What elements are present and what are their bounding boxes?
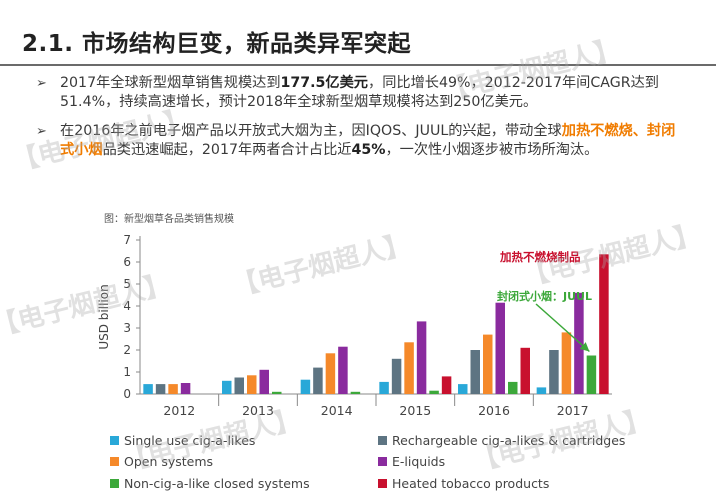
- bar: [536, 387, 547, 394]
- bar: [470, 350, 480, 394]
- legend-swatch: [378, 436, 387, 445]
- bullet-item-2: ➢ 在2016年之前电子烟产品以开放式大烟为主，因IQOS、JUUL的兴起，带动…: [36, 122, 686, 160]
- bullet-list: ➢ 2017年全球新型烟草销售规模达到177.5亿美元，同比增长49%，2012…: [36, 74, 686, 170]
- bar: [338, 346, 348, 394]
- bullet-2-highlight: 加热不燃烧、封闭式小烟: [60, 123, 676, 158]
- y-tick-label: 1: [123, 365, 131, 379]
- bar: [155, 384, 166, 394]
- bar: [259, 369, 269, 394]
- legend-label: Single use cig-a-likes: [124, 433, 255, 448]
- legend-swatch: [110, 436, 119, 445]
- bar: [483, 334, 493, 394]
- legend-label: Open systems: [124, 454, 213, 469]
- bar: [429, 390, 439, 394]
- bar: [168, 384, 178, 394]
- y-tick-label: 6: [123, 255, 131, 269]
- bar: [300, 379, 311, 394]
- annotation-arrow: [535, 303, 590, 353]
- bar: [325, 353, 336, 394]
- x-tick-label: 2015: [399, 403, 431, 418]
- bar: [520, 347, 530, 394]
- bar: [272, 391, 282, 394]
- bar: [222, 380, 232, 394]
- arrow-bullet-icon: ➢: [36, 76, 47, 91]
- x-tick-label: 2014: [321, 403, 353, 418]
- bar: [561, 332, 572, 394]
- bullet-2-text-3: ，一次性小烟逐步被市场所淘汰。: [385, 142, 599, 158]
- legend-label: Rechargeable cig-a-likes & cartridges: [392, 433, 625, 448]
- page-title: 2.1. 市场结构巨变，新品类异军突起: [22, 31, 411, 57]
- bullet-2-text-2: 品类迅速崛起，2017年两者合计占比近: [102, 142, 352, 158]
- title-divider: [0, 64, 716, 66]
- bar: [586, 355, 597, 394]
- y-tick-label: 4: [123, 299, 131, 313]
- bar: [180, 383, 191, 394]
- bullet-1-bold: 177.5亿美元: [280, 75, 368, 91]
- legend-label: Heated tobacco products: [392, 476, 549, 491]
- x-tick-label: 2017: [557, 403, 589, 418]
- legend-swatch: [378, 479, 387, 488]
- bar: [350, 391, 361, 394]
- y-tick-label: 3: [123, 321, 131, 335]
- x-tick-label: 2016: [478, 403, 510, 418]
- bar: [143, 384, 153, 394]
- bar: [234, 377, 244, 394]
- bar: [458, 384, 468, 394]
- bar: [508, 381, 518, 394]
- legend-label: Non-cig-a-like closed systems: [124, 476, 310, 491]
- bar: [379, 381, 389, 394]
- bar: [574, 292, 584, 394]
- bar: [391, 358, 402, 394]
- y-tick-label: 2: [123, 343, 131, 357]
- legend-swatch: [110, 479, 119, 488]
- arrow-bullet-icon: ➢: [36, 124, 47, 139]
- bar: [495, 302, 505, 394]
- bullet-2-text: 在2016年之前电子烟产品以开放式大烟为主，因IQOS、JUUL的兴起，带动全球: [60, 123, 562, 139]
- y-tick-label: 7: [123, 233, 131, 247]
- annotation-heated-tobacco: 加热不燃烧制品: [499, 250, 581, 264]
- bullet-2-bold: 45%: [351, 142, 386, 158]
- y-axis-label: USD billion: [97, 284, 111, 349]
- bar: [313, 367, 323, 394]
- bullet-1-text-2: ，同比增长49%，2012-2017年间CAGR达到51.4%，持续高速增长，预…: [60, 75, 659, 110]
- x-tick-label: 2012: [163, 403, 195, 418]
- annotation-closed-system: 封闭式小烟：JUUL: [497, 289, 592, 303]
- bar: [441, 376, 452, 394]
- title-bar: 2.1. 市场结构巨变，新品类异军突起: [0, 0, 716, 70]
- bullet-item-1: ➢ 2017年全球新型烟草销售规模达到177.5亿美元，同比增长49%，2012…: [36, 74, 686, 112]
- x-tick-label: 2013: [242, 403, 274, 418]
- bar: [549, 350, 559, 394]
- bar: [416, 321, 427, 394]
- chart-caption: 图：新型烟草各品类销售规模: [104, 214, 234, 225]
- legend-label: E-liquids: [392, 454, 445, 469]
- y-tick-label: 5: [123, 277, 131, 291]
- legend-swatch: [110, 457, 119, 466]
- bullet-1-text: 2017年全球新型烟草销售规模达到: [60, 75, 281, 91]
- bar: [404, 342, 414, 394]
- legend-swatch: [378, 457, 387, 466]
- y-tick-label: 0: [123, 387, 131, 401]
- bar: [247, 375, 257, 394]
- bar: [599, 254, 609, 394]
